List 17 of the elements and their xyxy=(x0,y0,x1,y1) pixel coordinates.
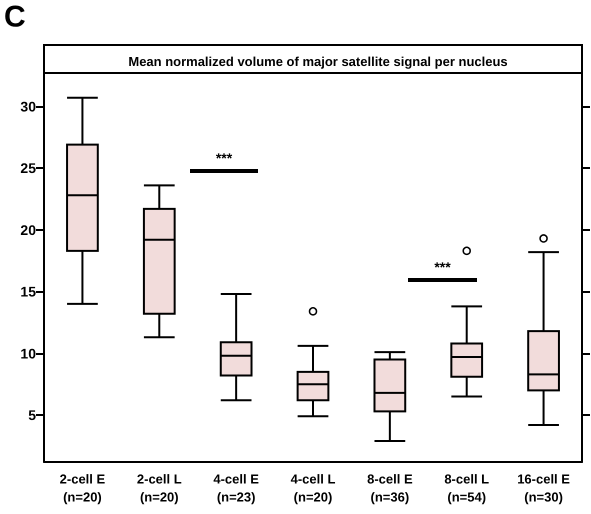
x-tick-label: 8-cell E (n=36) xyxy=(367,472,413,504)
y-tick-label: 15 xyxy=(20,284,36,300)
y-tick-label: 20 xyxy=(20,222,36,238)
x-tick-label: 2-cell E (n=20) xyxy=(60,472,106,504)
text: C xyxy=(4,0,26,34)
y-tick-label: 30 xyxy=(20,98,36,114)
annotation: *** xyxy=(216,150,233,166)
y-tick-label: 10 xyxy=(20,345,36,362)
x-tick-label: 4-cell E (n=23) xyxy=(213,472,260,504)
y-tick-label: 5 xyxy=(28,407,36,424)
x-tick-label: 16-cell E (n=30) xyxy=(517,472,570,504)
chart-title: Mean normalized volume of major satellite signal per nucleus xyxy=(128,54,508,69)
x-tick-label: 8-cell L (n=54) xyxy=(444,472,490,504)
y-tick-label: 25 xyxy=(20,160,36,176)
annotation: *** xyxy=(434,259,452,275)
x-tick-label: 4-cell L (n=20) xyxy=(290,472,336,504)
x-tick-label: 2-cell L (n=20) xyxy=(136,472,182,504)
